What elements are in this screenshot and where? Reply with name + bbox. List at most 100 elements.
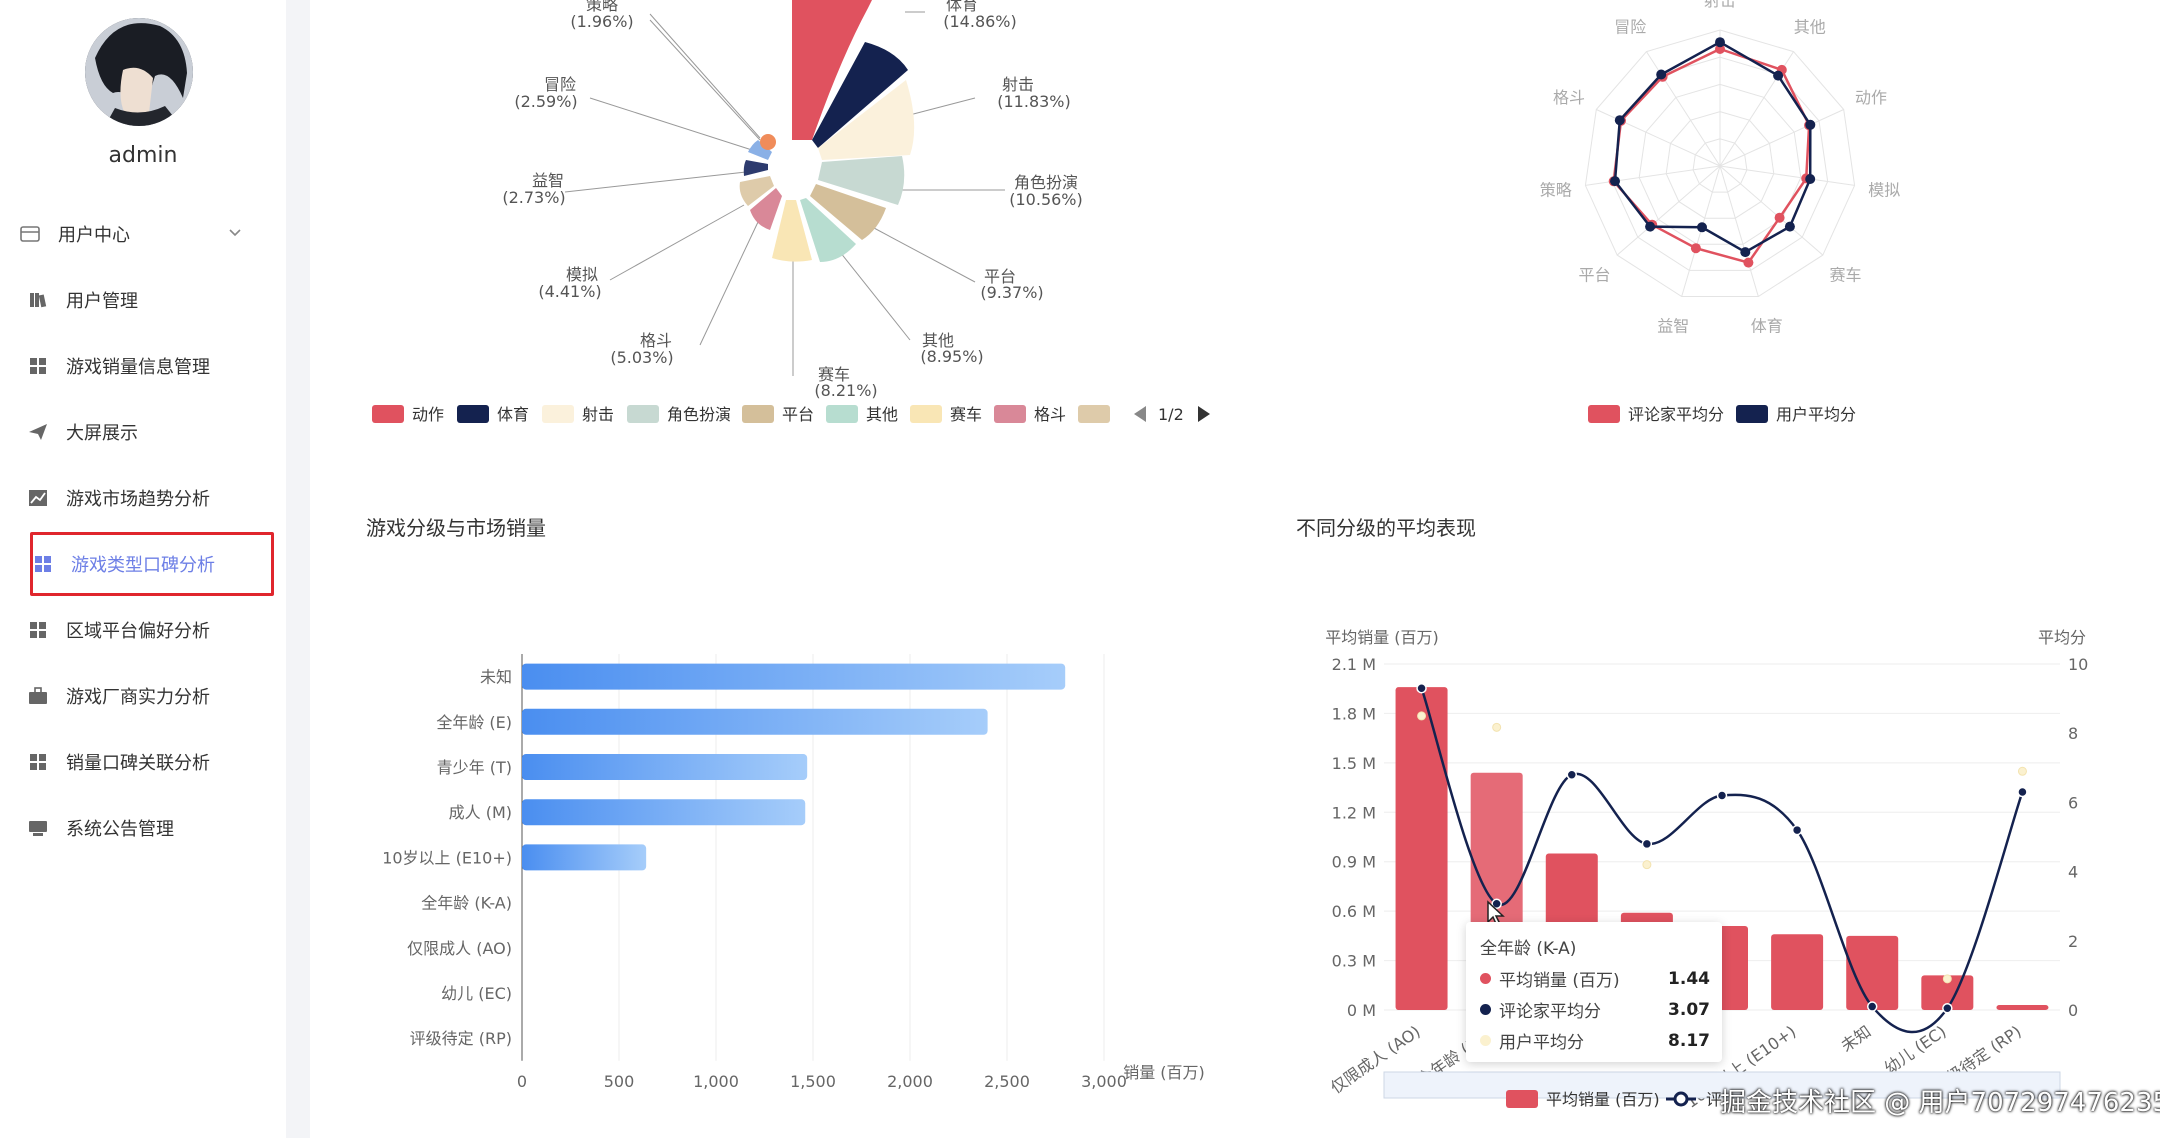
legend-label[interactable]: 体育	[497, 405, 529, 424]
user-score-point[interactable]	[2017, 766, 2027, 776]
legend-label[interactable]: 射击	[582, 405, 614, 424]
legend-label[interactable]: 角色扮演	[667, 405, 731, 424]
menu-item-announcements[interactable]: 系统公告管理	[24, 802, 270, 854]
pie-slice-action[interactable]	[792, 0, 872, 140]
radar-point[interactable]	[1614, 115, 1625, 126]
legend-swatch[interactable]	[1588, 405, 1620, 423]
radar-point[interactable]	[1697, 222, 1707, 233]
menu-item-sales-reputation[interactable]: 销量口碑关联分析	[24, 736, 270, 788]
pie-slice-sports[interactable]	[812, 42, 908, 148]
radar-axis-line	[1585, 165, 1721, 186]
line-point[interactable]	[1866, 1001, 1878, 1012]
bar[interactable]	[1395, 687, 1448, 1010]
legend-swatch[interactable]	[994, 405, 1026, 423]
legend-swatch[interactable]	[1736, 405, 1768, 423]
radar-point[interactable]	[1805, 119, 1816, 130]
radar-point[interactable]	[1773, 70, 1784, 81]
user-score-point[interactable]	[1492, 722, 1502, 732]
bar[interactable]	[1771, 934, 1824, 1010]
bar[interactable]	[1846, 935, 1899, 1010]
bar[interactable]	[522, 844, 647, 871]
pie-label: 益智	[532, 171, 564, 190]
radar-axis-label: 平台	[1578, 266, 1610, 285]
legend-swatch[interactable]	[457, 405, 489, 423]
user-score-point[interactable]	[1942, 974, 1952, 984]
legend-swatch[interactable]	[627, 405, 659, 423]
tooltip-label: 评论家平均分	[1499, 1002, 1601, 1022]
radar-point[interactable]	[1784, 221, 1795, 232]
legend-label[interactable]: 用户平均分	[1776, 405, 1856, 424]
line-point[interactable]	[1491, 898, 1502, 910]
legend-label[interactable]: 赛车	[950, 405, 982, 424]
radar-point[interactable]	[1774, 212, 1785, 223]
legend-label[interactable]: 其他	[866, 405, 898, 424]
radar-point[interactable]	[1805, 174, 1816, 184]
bar[interactable]	[1996, 1005, 2049, 1010]
legend-label[interactable]: 平均销量 (百万)	[1546, 1090, 1660, 1109]
menu-item-user-center[interactable]: 用户中心	[16, 208, 262, 260]
line-point[interactable]	[1416, 682, 1427, 694]
pie-label: 角色扮演	[1014, 173, 1078, 192]
radar-point[interactable]	[1656, 69, 1667, 80]
radar-point[interactable]	[1743, 257, 1754, 268]
chevron-down-icon[interactable]	[228, 222, 242, 243]
line-point[interactable]	[1791, 824, 1803, 836]
bar[interactable]	[522, 754, 808, 780]
tooltip-value: 8.17	[1668, 1030, 1710, 1051]
radar-point[interactable]	[1645, 221, 1656, 232]
radar-point[interactable]	[1610, 176, 1620, 187]
pie-slice-racing[interactable]	[772, 200, 812, 262]
line-point[interactable]	[1716, 790, 1728, 801]
user-score-point[interactable]	[1417, 711, 1427, 721]
pie-label: (4.41%)	[538, 282, 601, 301]
bar[interactable]	[522, 708, 988, 735]
datazoom-slider[interactable]	[1383, 1071, 2061, 1099]
legend-next-icon[interactable]	[1198, 406, 1210, 422]
pie-label: (2.59%)	[514, 92, 577, 111]
radar-series-line[interactable]	[1612, 47, 1811, 265]
pie-slice-rpg[interactable]	[818, 156, 905, 205]
pie-slice-platform[interactable]	[810, 184, 886, 240]
line-point[interactable]	[1566, 769, 1578, 780]
pie-slice-adventure[interactable]	[748, 140, 772, 160]
legend-swatch[interactable]	[542, 405, 574, 423]
legend-label[interactable]: 格斗	[1034, 405, 1066, 424]
pie-slice-misc[interactable]	[800, 198, 856, 262]
legend-label[interactable]: 评论家平均分	[1628, 405, 1724, 424]
legend-swatch[interactable]	[1506, 1090, 1538, 1108]
menu-item-publisher-strength[interactable]: 游戏厂商实力分析	[24, 670, 270, 722]
radar-point[interactable]	[1715, 37, 1725, 48]
pie-slice-shooter[interactable]	[818, 80, 915, 160]
line-point[interactable]	[2017, 786, 2028, 798]
menu-item-region-platform[interactable]: 区域平台偏好分析	[24, 604, 270, 656]
menu-item-sales-info[interactable]: 游戏销量信息管理	[24, 340, 270, 392]
legend-swatch[interactable]	[1078, 405, 1110, 423]
legend-swatch[interactable]	[372, 405, 404, 423]
legend-swatch[interactable]	[742, 405, 774, 423]
menu-item-market-trend[interactable]: 游戏市场趋势分析	[24, 472, 270, 524]
pie-slice-simulation[interactable]	[739, 176, 774, 206]
menu-item-big-screen[interactable]: 大屏展示	[24, 406, 270, 458]
legend-label[interactable]: 平台	[782, 405, 814, 424]
legend-swatch[interactable]	[1673, 1091, 1689, 1107]
legend-label[interactable]: 动作	[412, 405, 444, 424]
pie-slice-fighting[interactable]	[750, 188, 782, 230]
line-point[interactable]	[1641, 838, 1653, 850]
pie-slice-puzzle[interactable]	[743, 160, 768, 176]
radar-point[interactable]	[1690, 243, 1701, 254]
pie-slice-strategy[interactable]	[760, 134, 776, 150]
radar-point[interactable]	[1740, 247, 1751, 258]
bar[interactable]	[522, 663, 1066, 690]
legend-swatch[interactable]	[910, 405, 942, 423]
legend-prev-icon[interactable]	[1134, 406, 1146, 422]
legend-label[interactable]: 评	[1706, 1090, 1722, 1109]
menu-item-genre-reputation[interactable]: 游戏类型口碑分析	[30, 532, 274, 596]
username: admin	[108, 143, 178, 168]
y-left-tick: 1.8 M	[1332, 704, 1376, 723]
radar-series-line[interactable]	[1613, 40, 1812, 254]
line-point[interactable]	[1942, 1003, 1953, 1014]
user-score-point[interactable]	[1642, 860, 1652, 870]
legend-swatch[interactable]	[826, 405, 858, 423]
menu-item-user-management[interactable]: 用户管理	[24, 274, 270, 326]
bar[interactable]	[522, 799, 806, 826]
